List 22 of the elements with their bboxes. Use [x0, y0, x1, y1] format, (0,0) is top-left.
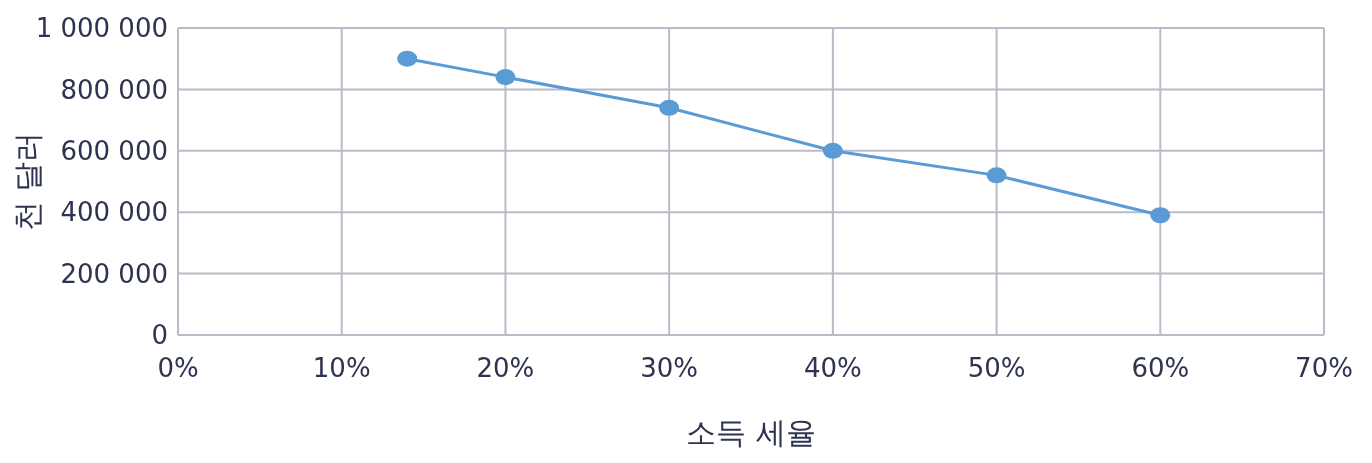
point	[986, 167, 1007, 184]
y-tick-label: 600 000	[60, 135, 168, 166]
x-axis-title: 소득 세율	[686, 415, 816, 450]
x-tick-label: 50%	[967, 353, 1026, 383]
x-tick-label: 60%	[1131, 353, 1190, 383]
point	[1150, 207, 1171, 224]
x-tick-label: 70%	[1295, 353, 1353, 383]
y-tick-label: 1 000 000	[35, 13, 168, 44]
y-tick-label: 0	[151, 320, 168, 351]
point	[822, 142, 843, 159]
x-tick-label: 40%	[803, 353, 862, 383]
x-tick-label: 20%	[476, 353, 535, 383]
x-tick-label: 30%	[640, 353, 699, 383]
point	[397, 50, 418, 67]
x-tick-label: 0%	[157, 353, 199, 383]
y-tick-label: 800 000	[60, 74, 168, 105]
point	[495, 69, 516, 86]
point	[659, 99, 680, 116]
y-tick-label: 200 000	[60, 258, 168, 289]
y-axis-title: 천 달러	[10, 131, 45, 232]
x-tick-label: 10%	[312, 353, 371, 383]
y-tick-label: 400 000	[60, 197, 168, 228]
